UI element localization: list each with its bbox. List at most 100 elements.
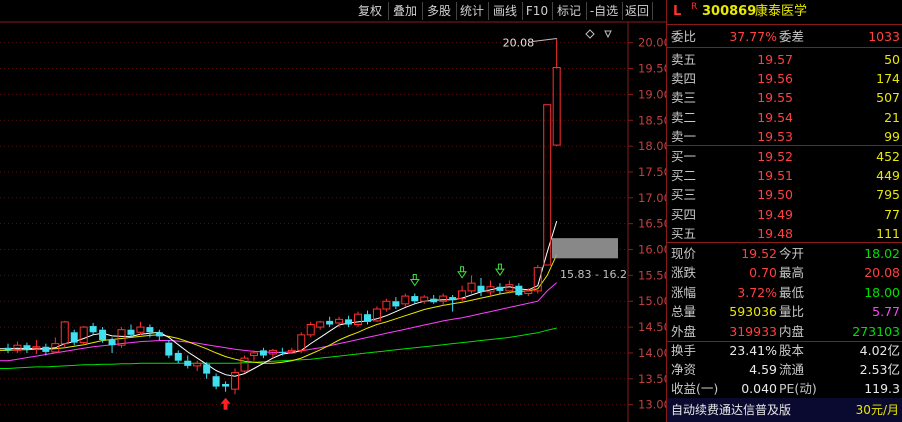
stock-code: 300869	[702, 4, 757, 19]
bid-row: 买一 19.52 452	[667, 147, 902, 166]
ask-volume: 50	[884, 52, 900, 67]
candle-body	[146, 327, 154, 333]
candle	[60, 320, 69, 348]
chart-grid	[0, 21, 666, 422]
tick-label: 14.50	[638, 320, 666, 334]
order-ratio-label: 委比	[671, 29, 697, 44]
toolbar-button-4[interactable]: 画线	[488, 2, 523, 20]
candle	[297, 332, 306, 353]
candle	[4, 343, 12, 353]
candle	[430, 295, 438, 304]
tick-label: 13.00	[638, 398, 666, 412]
stock-flag: L	[673, 4, 682, 19]
toolbar-button-6[interactable]: 标记	[552, 2, 587, 20]
candle	[13, 341, 22, 353]
candle	[354, 311, 363, 328]
tick-label: 13.50	[638, 372, 666, 386]
quote-value-2: 20.08	[864, 265, 900, 281]
high-label: 20.08	[503, 37, 535, 50]
candle	[306, 321, 315, 338]
ask-price: 19.56	[757, 71, 793, 87]
moving-average-lines	[0, 220, 558, 377]
candle	[449, 295, 457, 312]
toolbar-button-3[interactable]: 统计	[456, 2, 489, 20]
candle	[99, 327, 107, 343]
order-ratio-value: 37.77%	[729, 29, 777, 44]
quote-value: 319933	[729, 323, 777, 339]
candle	[70, 329, 78, 346]
candle-body	[99, 329, 107, 341]
bid-label: 买一	[671, 149, 697, 164]
footer-banner[interactable]: 自动续费通达信普及版 30元/月	[667, 398, 902, 422]
candle	[372, 306, 381, 322]
candle	[467, 275, 476, 294]
quote-label-2: 最高	[779, 265, 805, 281]
candle	[458, 285, 467, 302]
candle-body	[392, 301, 400, 307]
stats-value: 23.41%	[729, 343, 777, 358]
tick-label: 18.50	[638, 113, 666, 127]
candle	[249, 350, 258, 361]
candle	[89, 322, 97, 335]
diamond-icon	[585, 29, 595, 39]
bid-volume: 452	[876, 149, 900, 164]
stock-name: 康泰医学	[755, 4, 808, 19]
stats-label-2: 流通	[779, 362, 805, 377]
stats-value-2: 2.53亿	[859, 362, 900, 377]
candle-body	[184, 360, 192, 366]
stock-header[interactable]: L R 300869 康泰医学	[667, 1, 902, 23]
candle-body	[165, 342, 173, 356]
candle-body	[259, 350, 267, 356]
candle-body	[552, 67, 561, 146]
candle-body	[249, 352, 258, 357]
quote-row: 外盘 319933 内盘 273103	[667, 322, 902, 341]
kline-chart[interactable]: 20.00 19.50 19.00 18.50 18.00 17.50 17.00 16.50…	[0, 0, 666, 422]
quote-value-2: 5.77	[872, 304, 900, 320]
candle-body	[268, 349, 277, 355]
candle-body	[51, 343, 60, 353]
toolbar-button-5[interactable]: F10	[522, 2, 553, 20]
candle-body	[533, 267, 542, 292]
candle-body	[222, 383, 230, 387]
toolbar-button-1[interactable]: 叠加	[388, 2, 423, 20]
ask-price: 19.53	[757, 128, 793, 144]
quote-label: 现价	[671, 246, 697, 261]
candle	[240, 355, 249, 373]
candle-body	[13, 344, 22, 351]
ask-volume: 174	[876, 71, 900, 87]
bid-row: 买三 19.50 795	[667, 185, 902, 204]
ask-label: 卖三	[671, 90, 697, 106]
candle-body	[42, 346, 50, 352]
candle	[51, 337, 60, 353]
quote-value: 0.70	[749, 265, 777, 281]
ask-price: 19.57	[757, 52, 793, 67]
divider	[667, 47, 902, 48]
bid-row: 买四 19.49 77	[667, 205, 902, 224]
range-label: 15.83 - 16.2	[560, 268, 627, 281]
down-arrow-icon	[457, 266, 468, 279]
candle	[127, 324, 135, 338]
stats-value: 0.040	[741, 381, 777, 396]
candle	[108, 337, 116, 353]
toolbar-button-2[interactable]: 多股	[422, 2, 457, 20]
tick-label: 20.00	[638, 36, 666, 50]
candle-body	[127, 329, 135, 335]
candle	[533, 265, 542, 294]
divider	[667, 242, 902, 243]
bid-volume: 449	[876, 168, 900, 184]
divider	[667, 24, 902, 25]
stats-label-2: 股本	[779, 343, 805, 358]
high-pointer	[532, 38, 557, 43]
bid-label: 买三	[671, 187, 697, 203]
bid-row: 买二 19.51 449	[667, 166, 902, 185]
candle-body	[306, 324, 315, 336]
toolbar-button-0[interactable]: 复权	[352, 2, 389, 20]
candle	[203, 362, 211, 379]
toolbar-button-8[interactable]: 返回	[622, 2, 653, 20]
down-arrow-icon	[494, 263, 505, 277]
candle	[392, 297, 400, 309]
stock-flag-sup: R	[691, 2, 698, 12]
toolbar-button-7[interactable]: -自选	[586, 2, 623, 20]
stats-row: 换手 23.41% 股本 4.02亿	[667, 341, 902, 360]
order-diff-value: 1033	[868, 29, 900, 44]
